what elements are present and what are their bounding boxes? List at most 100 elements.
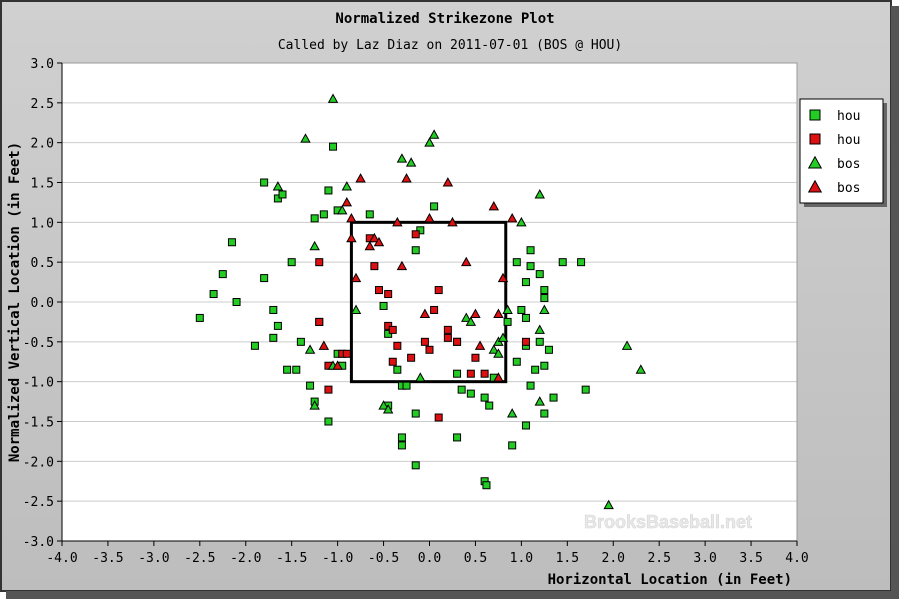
x-tick-label: 2.0 xyxy=(602,551,625,566)
point-bos-red-triangle xyxy=(369,232,380,243)
x-tick-label: 4.0 xyxy=(785,551,808,566)
point-hou-green-square xyxy=(250,341,259,350)
x-tick-label: -3.0 xyxy=(138,551,169,566)
point-bos-green-triangle xyxy=(493,348,504,358)
point-hou-red-square xyxy=(425,345,434,354)
point-hou-red-square xyxy=(420,337,429,346)
axes: -4.0 -3.5 -3.0 -2.5 -2.0 -1.5 -1.0 -0.5 0.0 0.5 1.… xyxy=(23,57,809,566)
gridlines xyxy=(62,62,797,542)
point-hou-green-square xyxy=(209,290,218,299)
chart-title: Normalized Strikezone Plot xyxy=(335,11,554,27)
point-hou-green-square xyxy=(540,286,549,295)
point-hou-red-square xyxy=(434,413,443,422)
point-bos-green-triangle xyxy=(424,137,435,147)
point-hou-green-square xyxy=(521,313,530,322)
point-hou-green-square xyxy=(260,178,269,187)
point-bos-green-triangle xyxy=(304,344,316,354)
point-hou-red-square xyxy=(430,305,439,314)
y-axis-label: Normalized Vertical Location (in Feet) xyxy=(7,142,23,462)
point-hou-green-square xyxy=(397,433,406,442)
point-hou-green-square xyxy=(540,409,549,418)
point-hou-red-square xyxy=(480,369,489,378)
point-hou-green-square xyxy=(577,258,586,267)
point-hou-red-square xyxy=(443,325,452,334)
point-hou-red-square xyxy=(453,337,462,346)
point-hou-green-square xyxy=(512,258,521,267)
point-hou-green-square xyxy=(480,393,489,402)
point-hou-green-square xyxy=(232,298,241,306)
point-hou-green-square xyxy=(526,246,535,255)
point-hou-green-square xyxy=(430,202,439,211)
x-tick-label: -4.0 xyxy=(46,551,77,566)
point-bos-green-triangle xyxy=(396,153,408,163)
point-bos-green-triangle xyxy=(415,372,426,382)
point-bos-green-triangle xyxy=(461,312,472,322)
point-bos-green-triangle xyxy=(336,204,348,215)
point-hou-green-square xyxy=(324,186,333,195)
watermark: BrooksBaseball.net xyxy=(584,512,752,532)
watermark-group: BrooksBaseball.net xyxy=(584,512,753,533)
x-tick-label: 1.5 xyxy=(556,551,579,566)
y-tick-label: -2.0 xyxy=(23,455,54,470)
point-hou-red-square xyxy=(315,317,324,326)
y-tick-label: 2.0 xyxy=(31,137,54,152)
point-bos-green-triangle xyxy=(309,240,320,251)
legend-item: bos xyxy=(807,155,860,172)
x-axis-label: Horizontal Location (in Feet) xyxy=(548,572,792,588)
legend-label: bos xyxy=(837,157,860,172)
y-tick-label: -2.5 xyxy=(23,495,54,510)
point-hou-red-square xyxy=(374,286,383,295)
x-tick-label: 2.5 xyxy=(647,551,670,566)
point-hou-green-square xyxy=(411,409,420,418)
point-bos-red-triangle xyxy=(419,308,431,318)
y-tick-label: 1.5 xyxy=(31,177,54,192)
point-hou-green-square xyxy=(379,301,388,310)
point-bos-red-triangle xyxy=(373,236,385,247)
point-bos-red-triangle xyxy=(474,340,486,350)
point-hou-green-square xyxy=(260,274,269,283)
point-hou-green-square xyxy=(329,142,338,151)
point-hou-green-square xyxy=(393,365,402,374)
point-hou-green-square xyxy=(195,313,204,322)
point-bos-green-triangle xyxy=(341,181,353,191)
point-hou-green-square xyxy=(453,369,462,378)
series-bos-green-triangle xyxy=(272,93,647,510)
point-bos-green-triangle xyxy=(327,93,339,103)
point-bos-red-triangle xyxy=(346,232,357,243)
point-hou-red-square xyxy=(434,286,443,295)
point-bos-green-triangle xyxy=(539,304,550,314)
point-hou-red-square xyxy=(443,333,452,342)
point-bos-green-triangle xyxy=(516,216,527,227)
point-hou-red-square xyxy=(407,353,416,362)
point-bos-red-triangle xyxy=(424,212,435,223)
point-hou-red-square xyxy=(342,349,351,358)
y-tick-label: 1.0 xyxy=(31,216,54,231)
point-hou-red-square xyxy=(471,353,480,362)
legend: hou hou bos bos xyxy=(799,98,887,207)
point-hou-green-square xyxy=(535,270,544,279)
x-tick-label: -2.5 xyxy=(184,551,215,566)
point-bos-green-triangle xyxy=(534,324,545,334)
point-hou-green-square xyxy=(526,381,535,390)
point-bos-red-triangle xyxy=(497,272,509,283)
point-bos-red-triangle xyxy=(346,212,357,223)
point-hou-green-square xyxy=(526,262,535,271)
point-hou-green-square xyxy=(296,337,305,346)
point-hou-green-square xyxy=(273,321,282,330)
point-hou-green-square xyxy=(411,461,420,470)
x-tick-label: -0.5 xyxy=(368,551,399,566)
point-hou-green-square xyxy=(310,214,319,223)
point-hou-red-square xyxy=(370,262,379,271)
point-bos-green-triangle xyxy=(309,400,320,410)
point-hou-green-square xyxy=(466,389,475,398)
series-hou-red-square xyxy=(315,230,530,422)
point-bos-red-triangle xyxy=(506,212,518,223)
point-hou-green-square xyxy=(521,421,530,430)
point-hou-red-square xyxy=(388,325,397,334)
point-bos-green-triangle xyxy=(506,408,518,418)
chart-subtitle: Called by Laz Diaz on 2011-07-01 (BOS @ … xyxy=(278,38,622,53)
point-bos-green-triangle xyxy=(621,340,633,350)
point-hou-red-square xyxy=(521,337,530,346)
